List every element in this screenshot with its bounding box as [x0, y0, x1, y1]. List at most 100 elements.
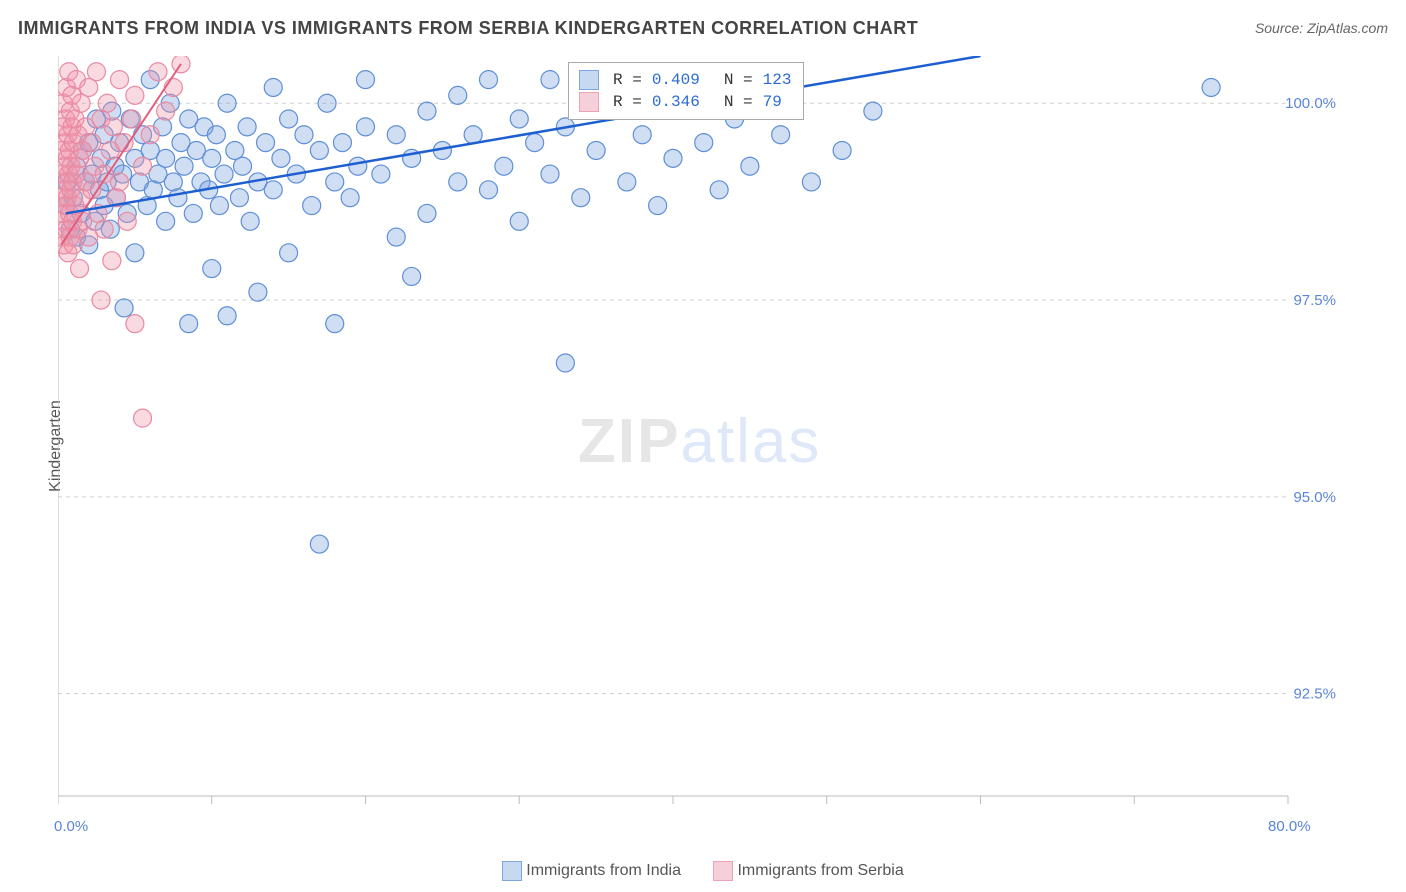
data-point — [98, 94, 116, 112]
data-point — [833, 141, 851, 159]
data-point — [157, 212, 175, 230]
data-point — [115, 299, 133, 317]
data-point — [387, 126, 405, 144]
legend-item-india: Immigrants from India — [502, 861, 681, 881]
data-point — [664, 149, 682, 167]
data-point — [310, 141, 328, 159]
data-point — [215, 165, 233, 183]
data-point — [772, 126, 790, 144]
stat-r-india: 0.409 — [652, 69, 700, 91]
data-point — [71, 260, 89, 278]
data-point — [157, 149, 175, 167]
source-attribution: Source: ZipAtlas.com — [1255, 20, 1388, 36]
data-point — [802, 173, 820, 191]
data-point — [149, 63, 167, 81]
data-point — [87, 63, 105, 81]
data-point — [618, 173, 636, 191]
data-point — [111, 173, 129, 191]
y-tick-label: 97.5% — [1293, 292, 1336, 309]
data-point — [95, 220, 113, 238]
data-point — [280, 110, 298, 128]
data-point — [157, 102, 175, 120]
data-point — [303, 197, 321, 215]
x-axis-max-label: 80.0% — [1268, 818, 1311, 835]
legend-label-india: Immigrants from India — [526, 862, 681, 880]
bottom-legend: Immigrants from India Immigrants from Se… — [0, 861, 1406, 886]
stat-r-label: R = — [613, 69, 642, 91]
stat-r-label: R = — [613, 91, 642, 113]
y-tick-label: 92.5% — [1293, 686, 1336, 703]
data-point — [495, 157, 513, 175]
swatch-serbia — [579, 92, 599, 112]
stats-row-serbia: R = 0.346 N = 79 — [579, 91, 791, 113]
data-point — [123, 110, 141, 128]
data-point — [649, 197, 667, 215]
chart-area: 92.5%95.0%97.5%100.0% ZIPatlas — [58, 56, 1346, 826]
swatch-india — [502, 861, 522, 881]
data-point — [126, 244, 144, 262]
data-point — [218, 307, 236, 325]
data-point — [264, 181, 282, 199]
data-point — [341, 189, 359, 207]
data-point — [418, 204, 436, 222]
data-point — [230, 189, 248, 207]
data-point — [480, 71, 498, 89]
data-point — [333, 134, 351, 152]
legend-item-serbia: Immigrants from Serbia — [713, 861, 903, 881]
swatch-serbia — [713, 861, 733, 881]
data-point — [249, 283, 267, 301]
data-point — [111, 71, 129, 89]
data-point — [234, 157, 252, 175]
data-point — [318, 94, 336, 112]
stat-r-serbia: 0.346 — [652, 91, 700, 113]
data-point — [257, 134, 275, 152]
chart-header: IMMIGRANTS FROM INDIA VS IMMIGRANTS FROM… — [18, 18, 1388, 48]
data-point — [541, 165, 559, 183]
scatter-chart: 92.5% 95.0% 97.5% 100.0% — [58, 56, 1346, 826]
data-point — [203, 149, 221, 167]
data-point — [141, 126, 159, 144]
data-point — [449, 86, 467, 104]
stat-n-india: 123 — [763, 69, 792, 91]
data-point — [587, 141, 605, 159]
data-point — [357, 118, 375, 136]
data-point — [556, 354, 574, 372]
stat-n-label: N = — [724, 91, 753, 113]
stats-row-india: R = 0.409 N = 123 — [579, 69, 791, 91]
data-point — [310, 535, 328, 553]
x-axis-min-label: 0.0% — [54, 818, 88, 835]
data-point — [480, 181, 498, 199]
data-point — [864, 102, 882, 120]
data-point — [372, 165, 390, 183]
y-tick-label: 100.0% — [1285, 95, 1336, 112]
data-point — [272, 149, 290, 167]
data-point — [295, 126, 313, 144]
data-point — [104, 118, 122, 136]
data-point — [103, 252, 121, 270]
data-point — [1202, 78, 1220, 96]
data-point — [264, 78, 282, 96]
stat-n-label: N = — [724, 69, 753, 91]
data-point — [83, 134, 101, 152]
y-tick-label: 95.0% — [1293, 489, 1336, 506]
data-point — [126, 315, 144, 333]
data-point — [126, 86, 144, 104]
data-point — [134, 409, 152, 427]
data-point — [164, 78, 182, 96]
stat-n-serbia: 79 — [763, 91, 782, 113]
swatch-india — [579, 70, 599, 90]
data-point — [175, 157, 193, 175]
data-point — [210, 197, 228, 215]
data-point — [134, 157, 152, 175]
data-point — [184, 204, 202, 222]
data-point — [169, 189, 187, 207]
legend-label-serbia: Immigrants from Serbia — [737, 862, 903, 880]
data-point — [541, 71, 559, 89]
data-point — [418, 102, 436, 120]
correlation-stats-box: R = 0.409 N = 123 R = 0.346 N = 79 — [568, 62, 804, 120]
data-point — [695, 134, 713, 152]
data-point — [280, 244, 298, 262]
data-point — [387, 228, 405, 246]
data-point — [207, 126, 225, 144]
data-point — [510, 110, 528, 128]
